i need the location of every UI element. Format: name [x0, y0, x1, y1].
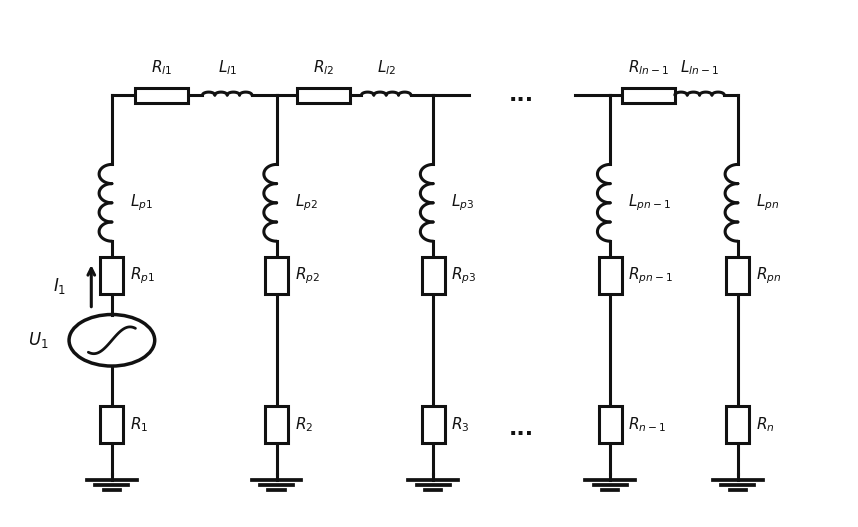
FancyBboxPatch shape	[265, 406, 288, 443]
FancyBboxPatch shape	[727, 257, 749, 295]
Text: $R_1$: $R_1$	[130, 415, 148, 434]
Text: $U_1$: $U_1$	[28, 330, 48, 350]
Text: $L_{l1}$: $L_{l1}$	[218, 58, 237, 77]
FancyBboxPatch shape	[421, 257, 444, 295]
Text: $R_n$: $R_n$	[756, 415, 775, 434]
Text: $I_1$: $I_1$	[53, 276, 67, 296]
Text: $R_{p1}$: $R_{p1}$	[130, 266, 155, 286]
FancyBboxPatch shape	[297, 87, 350, 102]
Text: $R_3$: $R_3$	[451, 415, 469, 434]
Text: $L_{p2}$: $L_{p2}$	[295, 192, 317, 213]
Text: $R_{p3}$: $R_{p3}$	[451, 266, 476, 286]
FancyBboxPatch shape	[135, 87, 188, 102]
FancyBboxPatch shape	[599, 257, 622, 295]
FancyBboxPatch shape	[727, 406, 749, 443]
FancyBboxPatch shape	[100, 257, 124, 295]
Text: $R_2$: $R_2$	[295, 415, 313, 434]
FancyBboxPatch shape	[622, 87, 675, 102]
Text: ...: ...	[509, 85, 535, 105]
Text: $R_{pn-1}$: $R_{pn-1}$	[628, 266, 674, 286]
Text: $R_{pn}$: $R_{pn}$	[756, 266, 782, 286]
FancyBboxPatch shape	[265, 257, 288, 295]
Text: $L_{pn-1}$: $L_{pn-1}$	[628, 192, 671, 213]
FancyBboxPatch shape	[599, 406, 622, 443]
FancyBboxPatch shape	[100, 406, 124, 443]
Text: $R_{ln-1}$: $R_{ln-1}$	[628, 58, 669, 77]
Text: $R_{n-1}$: $R_{n-1}$	[628, 415, 667, 434]
Text: $L_{l2}$: $L_{l2}$	[377, 58, 396, 77]
Text: $L_{ln-1}$: $L_{ln-1}$	[680, 58, 719, 77]
Text: $L_{p1}$: $L_{p1}$	[130, 192, 153, 213]
FancyBboxPatch shape	[421, 406, 444, 443]
Text: $L_{pn}$: $L_{pn}$	[756, 192, 779, 213]
Text: $R_{p2}$: $R_{p2}$	[295, 266, 320, 286]
Text: ...: ...	[509, 419, 535, 440]
Text: $R_{l1}$: $R_{l1}$	[151, 58, 172, 77]
Text: $R_{l2}$: $R_{l2}$	[313, 58, 334, 77]
Text: $L_{p3}$: $L_{p3}$	[451, 192, 474, 213]
